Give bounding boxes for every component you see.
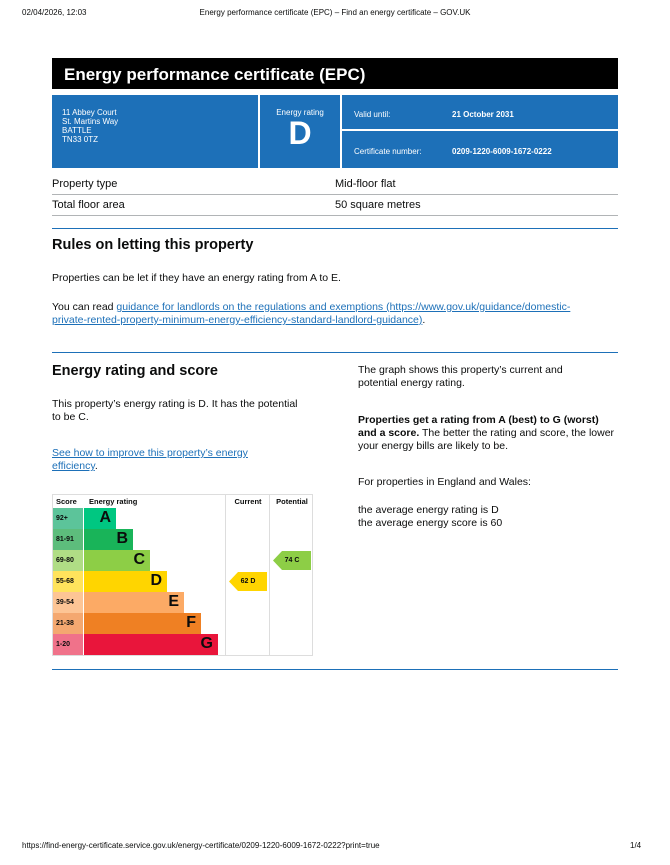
header-energy-rating: Energy rating bbox=[89, 497, 138, 506]
print-datetime: 02/04/2026, 12:03 bbox=[22, 8, 87, 17]
certificate-number: Certificate number: 0209-1220-6009-1672-0… bbox=[342, 132, 618, 168]
band-bar-d: D bbox=[84, 571, 167, 592]
address: 11 Abbey Court St. Martins Way BATTLE TN… bbox=[62, 108, 118, 144]
letting-guidance: You can read guidance for landlords on t… bbox=[52, 301, 597, 327]
energy-rating-value: D bbox=[288, 115, 312, 151]
header-current: Current bbox=[234, 497, 262, 506]
letting-heading: Rules on letting this property bbox=[52, 237, 254, 253]
rating-explanation-text: The better the rating and score, the low… bbox=[358, 427, 615, 452]
score-heading: Energy rating and score bbox=[52, 363, 218, 379]
band-score: 55-68 bbox=[53, 571, 83, 592]
print-title: Energy performance certificate (EPC) – F… bbox=[199, 8, 471, 17]
detail-key: Property type bbox=[52, 178, 118, 190]
average-score: the average energy score is 60 bbox=[358, 517, 503, 529]
score-text: This property’s energy rating is D. It h… bbox=[52, 398, 298, 423]
column-divider bbox=[269, 495, 270, 655]
address-line: 11 Abbey Court bbox=[62, 108, 117, 117]
column-divider bbox=[225, 495, 226, 655]
header-score: Score bbox=[56, 497, 77, 506]
guidance-prefix: You can read bbox=[52, 301, 117, 313]
energy-rating: Energy rating D bbox=[258, 95, 342, 168]
address-line: TN33 0TZ bbox=[62, 135, 99, 144]
detail-row: Property type Mid-floor flat bbox=[52, 174, 618, 195]
address-line: St. Martins Way bbox=[62, 117, 119, 126]
band-score: 69-80 bbox=[53, 550, 83, 571]
band-bar-c: C bbox=[84, 550, 150, 571]
address-line: BATTLE bbox=[62, 126, 92, 135]
guidance-link[interactable]: guidance for landlords on the regulation… bbox=[52, 301, 571, 326]
guidance-suffix: . bbox=[422, 314, 426, 326]
graph-description: The graph shows this property’s current … bbox=[358, 364, 563, 389]
england-wales-label: For properties in England and Wales: bbox=[358, 476, 531, 488]
summary-panel: 11 Abbey Court St. Martins Way BATTLE TN… bbox=[52, 95, 618, 168]
band-bar-g: G bbox=[84, 634, 218, 655]
rating-explanation-bold: Properties get a rating from A (best) to… bbox=[358, 414, 599, 439]
band-score: 1-20 bbox=[53, 634, 83, 655]
rating-explanation: Properties get a rating from A (best) to… bbox=[358, 414, 618, 453]
divider bbox=[52, 352, 618, 353]
detail-value: 50 square metres bbox=[335, 199, 421, 211]
valid-until-value: 21 October 2031 bbox=[452, 110, 514, 119]
header-potential: Potential bbox=[276, 497, 308, 506]
divider bbox=[52, 228, 618, 229]
valid-until-label: Valid until: bbox=[354, 110, 391, 119]
potential-rating-arrow: 74 C bbox=[273, 551, 311, 570]
improve-paragraph: See how to improve this property’s energ… bbox=[52, 447, 282, 473]
print-url: https://find-energy-certificate.service.… bbox=[22, 841, 380, 850]
band-score: 39-54 bbox=[53, 592, 83, 613]
band-bar-e: E bbox=[84, 592, 184, 613]
band-score: 92+ bbox=[53, 508, 83, 529]
detail-key: Total floor area bbox=[52, 199, 125, 211]
band-bar-a: A bbox=[84, 508, 116, 529]
detail-value: Mid-floor flat bbox=[335, 178, 396, 190]
band-bar-f: F bbox=[84, 613, 201, 634]
valid-until: Valid until: 21 October 2031 bbox=[342, 95, 618, 131]
energy-rating-chart: Score Energy rating Current Potential 92… bbox=[52, 494, 313, 656]
average-rating: the average energy rating is D bbox=[358, 504, 499, 516]
page-title: Energy performance certificate (EPC) bbox=[52, 58, 618, 89]
current-rating-arrow: 62 D bbox=[229, 572, 267, 591]
print-page-number: 1/4 bbox=[630, 841, 642, 850]
letting-text: Properties can be let if they have an en… bbox=[52, 272, 341, 284]
certificate-number-label: Certificate number: bbox=[354, 147, 422, 156]
divider bbox=[52, 669, 618, 670]
band-bar-b: B bbox=[84, 529, 133, 550]
improve-link[interactable]: See how to improve this property’s energ… bbox=[52, 447, 248, 472]
certificate-number-value: 0209-1220-6009-1672-0222 bbox=[452, 147, 552, 156]
improve-suffix: . bbox=[94, 460, 98, 472]
detail-row: Total floor area 50 square metres bbox=[52, 195, 618, 216]
band-score: 21-38 bbox=[53, 613, 83, 634]
energy-rating-label: Energy rating bbox=[276, 108, 324, 117]
band-score: 81-91 bbox=[53, 529, 83, 550]
